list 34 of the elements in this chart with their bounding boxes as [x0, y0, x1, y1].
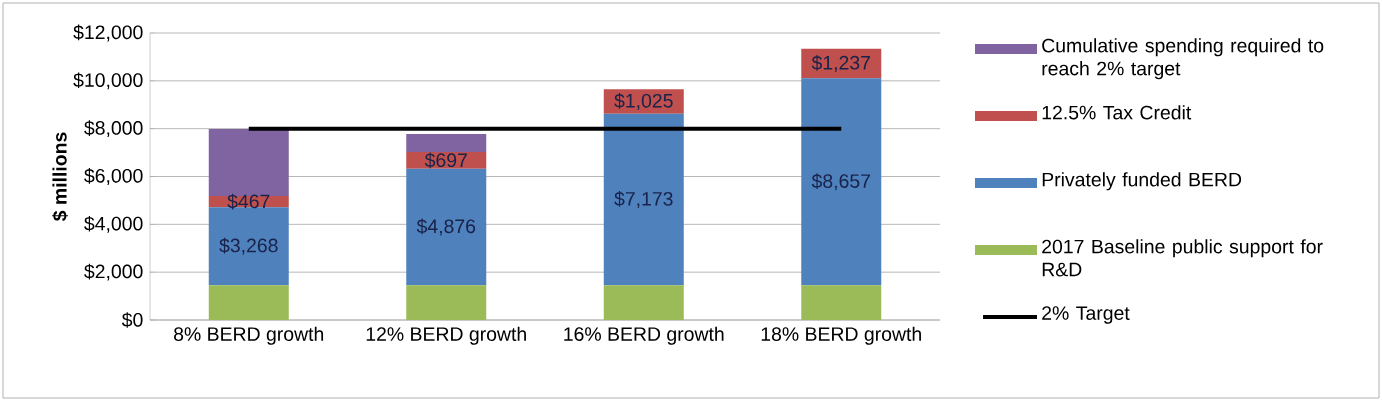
- y-axis-title: $ millions: [52, 132, 68, 222]
- legend-label: 2% Target: [1042, 306, 1130, 324]
- bar: [603, 285, 684, 320]
- bar: [406, 285, 487, 320]
- legend-label: 2017 Baseline public support for R&D: [1042, 239, 1323, 277]
- bar: [406, 168, 487, 286]
- x-tick-label: 16% BERD growth: [564, 326, 724, 345]
- y-tick-label: $6,000: [84, 168, 143, 185]
- data-label: $4,876: [416, 218, 476, 236]
- data-label: $8,657: [811, 173, 870, 191]
- data-label: $3,268: [219, 237, 278, 255]
- x-tick-label: 18% BERD growth: [761, 326, 921, 345]
- legend-label: 12.5% Tax Credit: [1042, 105, 1192, 120]
- bar: [801, 78, 882, 286]
- y-tick-label: $8,000: [84, 120, 143, 138]
- x-tick-label: 12% BERD growth: [366, 326, 526, 345]
- data-label: $7,173: [614, 191, 673, 208]
- bar: [208, 285, 289, 320]
- y-tick-label: $2,000: [84, 263, 143, 281]
- data-label: $1,025: [614, 93, 673, 110]
- data-label: $467: [227, 193, 270, 210]
- data-label: $697: [424, 152, 467, 169]
- y-tick-label: $4,000: [84, 215, 143, 233]
- bar: [603, 89, 684, 114]
- legend-label: Cumulative spending required to reach 2% target: [1042, 38, 1324, 80]
- data-label: $1,237: [811, 55, 870, 72]
- y-tick-label: $10,000: [73, 72, 143, 90]
- bar: [801, 285, 882, 320]
- bar: [406, 134, 487, 153]
- y-tick-label: $12,000: [73, 24, 143, 42]
- bar: [603, 113, 684, 286]
- x-tick-label: 8% BERD growth: [174, 326, 324, 345]
- legend-label: Privately funded BERD: [1042, 172, 1242, 191]
- y-tick-label: $0: [121, 312, 143, 328]
